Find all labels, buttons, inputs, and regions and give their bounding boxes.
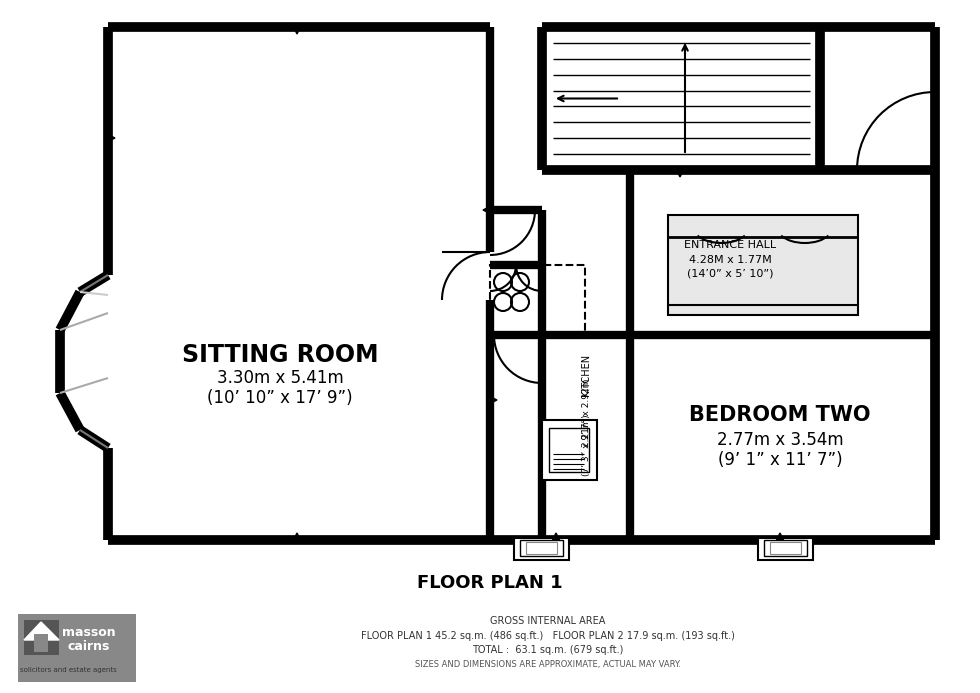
Bar bbox=[34, 634, 48, 652]
Bar bbox=[24, 620, 59, 655]
Bar bbox=[770, 542, 801, 554]
Polygon shape bbox=[293, 27, 301, 34]
Text: FLOOR PLAN 1: FLOOR PLAN 1 bbox=[417, 574, 563, 592]
Bar bbox=[526, 542, 557, 554]
Polygon shape bbox=[676, 170, 683, 177]
Bar bbox=[18, 614, 136, 682]
Text: (9’ 1” x 11’ 7”): (9’ 1” x 11’ 7”) bbox=[717, 451, 843, 469]
Bar bbox=[668, 215, 858, 315]
Polygon shape bbox=[108, 134, 115, 141]
Text: SIZES AND DIMENSIONS ARE APPROXIMATE, ACTUAL MAY VARY.: SIZES AND DIMENSIONS ARE APPROXIMATE, AC… bbox=[416, 660, 681, 669]
Text: FLOOR PLAN 1 45.2 sq.m. (486 sq.ft.)   FLOOR PLAN 2 17.9 sq.m. (193 sq.ft.): FLOOR PLAN 1 45.2 sq.m. (486 sq.ft.) FLO… bbox=[361, 631, 735, 641]
Text: ENTRANCE HALL: ENTRANCE HALL bbox=[684, 240, 776, 250]
Bar bbox=[549, 428, 589, 472]
Text: 2.21m x 2.92m: 2.21m x 2.92m bbox=[581, 379, 591, 447]
Text: SITTING ROOM: SITTING ROOM bbox=[181, 343, 378, 367]
Polygon shape bbox=[490, 396, 497, 403]
Bar bbox=[542, 420, 597, 480]
Polygon shape bbox=[293, 533, 301, 540]
Text: (14’0” x 5’ 10”): (14’0” x 5’ 10”) bbox=[687, 269, 773, 279]
Polygon shape bbox=[24, 622, 59, 640]
Text: solicitors and estate agents: solicitors and estate agents bbox=[20, 667, 117, 673]
Text: masson: masson bbox=[62, 626, 116, 638]
Text: (7’ 3” x 9’ 7”): (7’ 3” x 9’ 7”) bbox=[581, 414, 591, 476]
Bar bbox=[490, 265, 585, 335]
Text: cairns: cairns bbox=[68, 640, 110, 653]
Text: TOTAL :  63.1 sq.m. (679 sq.ft.): TOTAL : 63.1 sq.m. (679 sq.ft.) bbox=[472, 645, 623, 655]
Text: KITCHEN: KITCHEN bbox=[581, 354, 591, 396]
Text: (10’ 10” x 17’ 9”): (10’ 10” x 17’ 9”) bbox=[207, 389, 353, 407]
Text: 2.77m x 3.54m: 2.77m x 3.54m bbox=[716, 431, 844, 449]
Text: BEDROOM TWO: BEDROOM TWO bbox=[689, 405, 871, 425]
Bar bbox=[764, 540, 807, 556]
Text: 4.28M x 1.77M: 4.28M x 1.77M bbox=[689, 255, 771, 265]
Bar bbox=[758, 538, 813, 560]
Polygon shape bbox=[776, 533, 783, 540]
Text: GROSS INTERNAL AREA: GROSS INTERNAL AREA bbox=[490, 616, 606, 626]
Bar bbox=[520, 540, 563, 556]
Polygon shape bbox=[553, 533, 560, 540]
Polygon shape bbox=[483, 207, 490, 213]
Bar bbox=[514, 538, 569, 560]
Text: 3.30m x 5.41m: 3.30m x 5.41m bbox=[217, 369, 343, 387]
